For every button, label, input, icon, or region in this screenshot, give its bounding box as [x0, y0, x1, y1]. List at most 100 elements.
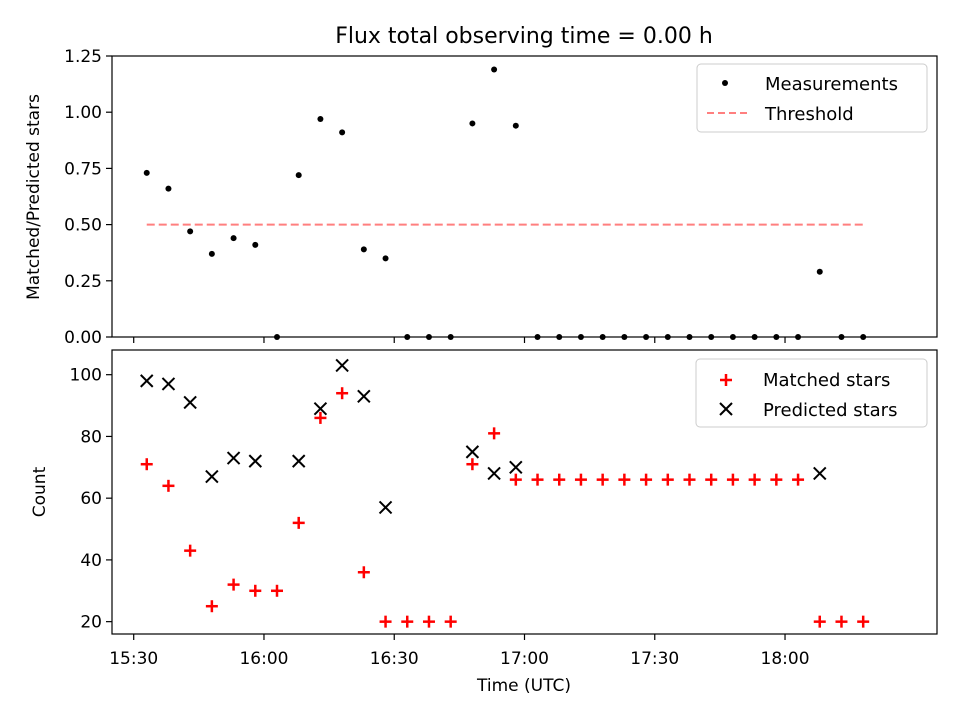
bottom-legend-box [695, 358, 928, 428]
matched-star-point [466, 458, 479, 471]
legend-measurements-label: Measurements [765, 74, 898, 95]
measurement-point [447, 334, 454, 340]
predicted-star-point [205, 469, 219, 484]
matched-star-point [553, 473, 566, 486]
measurement-point [187, 228, 194, 235]
measurement-point [773, 334, 780, 340]
matched-star-point [792, 473, 805, 486]
measurement-point [208, 250, 215, 257]
matched-star-point [509, 473, 522, 486]
measurement-point [686, 334, 693, 340]
predicted-star-point [140, 374, 154, 388]
top-y-ticks: 0.00 0.25 0.50 0.75 1.00 1.25 [64, 47, 112, 348]
x-tick-label: 16:00 [239, 649, 288, 669]
measurement-point [295, 172, 302, 179]
bottom-y-tick-label: 100 [70, 366, 102, 386]
matched-star-point [683, 473, 696, 486]
bottom-y-tick-label: 80 [80, 427, 102, 447]
predicted-star-point [313, 401, 328, 416]
measurement-point [491, 66, 498, 73]
measurement-point [469, 120, 476, 127]
measurement-point [534, 334, 541, 340]
matched-star-point [531, 473, 544, 486]
matched-star-point [705, 473, 718, 486]
top-y-tick-label: 1.00 [64, 103, 102, 123]
matched-stars-series [140, 387, 870, 628]
top-panel: Flux total observing time = 0.00 h 0.00 0… [24, 24, 938, 348]
predicted-star-point [226, 451, 241, 465]
legend-predicted-label: Predicted stars [763, 400, 897, 421]
predicted-star-point [487, 466, 501, 481]
measurement-point [512, 122, 519, 129]
matched-star-point [336, 387, 349, 400]
measurement-point [664, 334, 671, 340]
matched-star-point [292, 516, 305, 529]
bottom-y-axis-label: Count [30, 466, 50, 517]
measurement-point [425, 334, 432, 340]
predicted-star-point [465, 445, 480, 459]
bottom-legend: Matched stars Predicted stars [695, 358, 928, 428]
x-tick-label: 15:30 [109, 649, 158, 669]
measurement-point [274, 334, 280, 340]
measurement-point [729, 334, 736, 340]
predicted-star-point [813, 466, 827, 481]
x-tick-label: 17:00 [500, 649, 549, 669]
predicted-star-point [357, 389, 371, 404]
measurement-point [252, 241, 259, 248]
legend-matched-label: Matched stars [763, 370, 890, 391]
measurement-point [621, 334, 628, 340]
matched-star-point [162, 479, 175, 492]
predicted-star-point [292, 454, 306, 468]
matched-star-point [640, 473, 653, 486]
measurement-point [838, 334, 845, 340]
legend-threshold-label: Threshold [764, 104, 854, 125]
matched-star-point [813, 615, 826, 628]
x-tick-label: 18:00 [761, 649, 810, 669]
measurement-point [317, 115, 324, 122]
predicted-star-point [509, 460, 523, 475]
matched-star-point [748, 473, 761, 486]
predicted-stars-series [140, 358, 827, 515]
matched-star-point [726, 473, 739, 486]
x-tick-label: 16:30 [370, 649, 419, 669]
matched-star-point [661, 473, 674, 486]
predicted-star-point [161, 377, 176, 391]
measurement-point [165, 185, 172, 192]
bottom-x-ticks: 15:30 16:00 16:30 17:00 17:30 18:00 [109, 634, 810, 669]
matched-star-point [835, 615, 848, 628]
matched-star-point [184, 544, 197, 557]
predicted-star-point [335, 358, 349, 373]
predicted-star-point [248, 454, 262, 468]
measurement-point [708, 334, 715, 340]
measurement-point [643, 334, 650, 340]
bottom-y-tick-label: 20 [80, 613, 102, 633]
bottom-y-ticks: 20 40 60 80 100 [70, 366, 112, 633]
measurement-point [143, 169, 150, 176]
matched-star-point [618, 473, 631, 486]
matched-star-point [574, 473, 587, 486]
matched-star-point [357, 566, 370, 579]
measurement-point [556, 334, 563, 340]
chart-title: Flux total observing time = 0.00 h [335, 24, 713, 49]
bottom-panel: 20 40 60 80 100 15:30 16:00 16:30 17:00 17:30 18:… [30, 349, 938, 696]
legend-measurements-marker [722, 80, 728, 86]
measurement-point [599, 334, 606, 340]
legend-predicted-marker [719, 402, 733, 416]
measurement-point [860, 334, 867, 340]
matched-star-point [488, 427, 501, 440]
matched-star-point [205, 600, 218, 613]
measurement-point [230, 235, 237, 242]
measurement-point [404, 334, 411, 340]
top-y-tick-label: 1.25 [64, 47, 102, 67]
measurements-series [143, 66, 867, 340]
matched-star-point [401, 615, 414, 628]
top-y-tick-label: 0.75 [64, 159, 102, 179]
measurement-point [795, 334, 802, 340]
top-y-tick-label: 0.00 [64, 328, 102, 348]
top-y-tick-label: 0.25 [64, 272, 102, 292]
matched-star-point [227, 578, 240, 591]
top-y-axis-label: Matched/Predicted stars [24, 94, 44, 300]
predicted-star-point [378, 500, 393, 515]
predicted-star-point [183, 395, 197, 410]
legend-matched-marker [720, 374, 732, 386]
